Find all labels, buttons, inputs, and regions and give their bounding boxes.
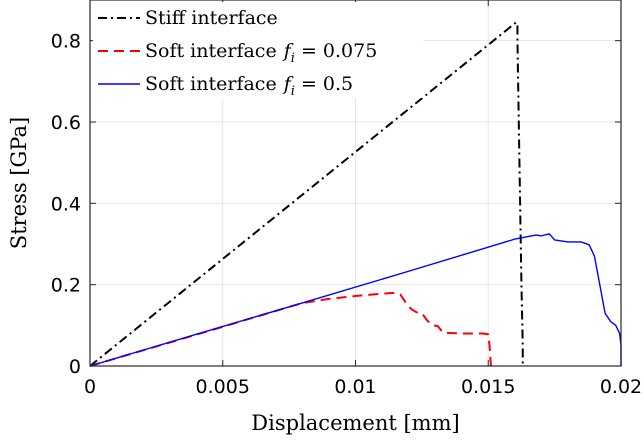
x-tick-label: 0 — [84, 376, 96, 398]
y-tick-label: 0.2 — [51, 275, 81, 297]
legend-label-1: Stiff interface — [145, 7, 278, 29]
ticks: 0 0.005 0.01 0.015 0.02 0 0.2 0.4 0.6 0.8 — [51, 0, 642, 398]
y-tick-label: 0.4 — [51, 193, 81, 215]
y-tick-label: 0 — [69, 356, 81, 378]
y-tick-label: 0.6 — [51, 112, 81, 134]
series-line-2 — [89, 291, 492, 367]
y-axis-label: Stress [GPa] — [7, 117, 31, 249]
legend-box — [93, 2, 423, 98]
legend-label-2: Soft interface fi = 0.075 — [145, 40, 377, 66]
series-line-1 — [89, 21, 524, 367]
series-layer — [89, 21, 622, 367]
x-tick-label: 0.01 — [334, 376, 376, 398]
x-axis-label: Displacement [mm] — [251, 411, 459, 435]
legend-label-3: Soft interface fi = 0.5 — [145, 73, 353, 99]
x-tick-label: 0.005 — [196, 376, 250, 398]
x-tick-label: 0.015 — [461, 376, 515, 398]
x-tick-label: 0.02 — [600, 376, 642, 398]
legend: Stiff interface Soft interface fi = 0.075 S… — [93, 2, 423, 99]
series-line-3 — [89, 233, 622, 367]
y-tick-label: 0.8 — [51, 31, 81, 53]
